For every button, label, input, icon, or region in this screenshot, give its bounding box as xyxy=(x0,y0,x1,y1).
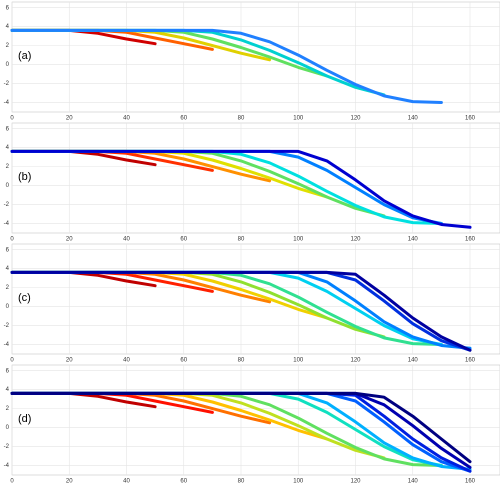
x-tick-label: 80 xyxy=(238,479,245,485)
x-tick-label: 60 xyxy=(180,237,187,243)
y-tick-label: -4 xyxy=(4,463,10,469)
y-tick-label: -4 xyxy=(4,100,10,106)
x-tick-label: 0 xyxy=(10,116,14,122)
x-tick-label: 120 xyxy=(350,237,361,243)
x-tick-label: 60 xyxy=(180,358,187,364)
y-tick-label: -2 xyxy=(4,202,10,208)
x-tick-label: 140 xyxy=(408,237,419,243)
y-tick-label: 6 xyxy=(6,126,10,132)
curve xyxy=(10,149,472,229)
x-tick-label: 140 xyxy=(408,116,419,122)
y-tick-label: 2 xyxy=(6,164,10,170)
x-tick-label: 120 xyxy=(350,479,361,485)
y-tick-label: -2 xyxy=(4,444,10,450)
y-tick-label: 4 xyxy=(6,266,10,272)
x-tick-label: 60 xyxy=(180,116,187,122)
x-tick-label: 60 xyxy=(180,479,187,485)
x-tick-label: 80 xyxy=(238,237,245,243)
y-tick-label: 0 xyxy=(6,304,10,310)
panel-label: (a) xyxy=(18,50,31,62)
y-tick-label: 6 xyxy=(6,247,10,253)
y-tick-label: 4 xyxy=(6,387,10,393)
x-tick-label: 0 xyxy=(10,358,14,364)
y-tick-label: 2 xyxy=(6,285,10,291)
x-tick-label: 100 xyxy=(293,116,304,122)
y-tick-label: 4 xyxy=(6,145,10,151)
x-tick-label: 80 xyxy=(238,358,245,364)
y-tick-label: 4 xyxy=(6,24,10,30)
x-tick-label: 40 xyxy=(123,479,130,485)
x-tick-label: 40 xyxy=(123,116,130,122)
x-tick-label: 20 xyxy=(66,116,73,122)
x-tick-label: 160 xyxy=(465,237,476,243)
x-tick-label: 140 xyxy=(408,358,419,364)
x-tick-label: 20 xyxy=(66,358,73,364)
x-tick-label: 120 xyxy=(350,116,361,122)
x-tick-label: 160 xyxy=(465,479,476,485)
panel: -4-20246020406080100120140160180(a) xyxy=(4,1,500,122)
x-tick-label: 100 xyxy=(293,237,304,243)
panel-label: (d) xyxy=(18,413,31,425)
x-tick-label: 140 xyxy=(408,479,419,485)
y-tick-label: 0 xyxy=(6,62,10,68)
x-tick-label: 0 xyxy=(10,479,14,485)
curve xyxy=(10,391,472,464)
curve xyxy=(10,28,443,104)
y-tick-label: 6 xyxy=(6,368,10,374)
y-tick-label: 0 xyxy=(6,183,10,189)
x-tick-label: 100 xyxy=(293,479,304,485)
x-tick-label: 20 xyxy=(66,237,73,243)
y-tick-label: 2 xyxy=(6,43,10,49)
x-tick-label: 80 xyxy=(238,116,245,122)
x-tick-label: 40 xyxy=(123,358,130,364)
y-tick-label: -4 xyxy=(4,342,10,348)
y-tick-label: -2 xyxy=(4,323,10,329)
curve xyxy=(10,270,472,352)
y-tick-label: 6 xyxy=(6,5,10,11)
y-tick-label: -4 xyxy=(4,221,10,227)
x-tick-label: 160 xyxy=(465,116,476,122)
x-tick-label: 40 xyxy=(123,237,130,243)
panel: -4-20246020406080100120140160180(c) xyxy=(4,243,500,364)
panel: -4-20246020406080100120140160180(d) xyxy=(4,364,500,485)
x-tick-label: 0 xyxy=(10,237,14,243)
x-tick-label: 20 xyxy=(66,479,73,485)
y-tick-label: 2 xyxy=(6,406,10,412)
panel-label: (b) xyxy=(18,171,31,183)
y-tick-label: 0 xyxy=(6,425,10,431)
y-tick-label: -2 xyxy=(4,81,10,87)
x-tick-label: 100 xyxy=(293,358,304,364)
panel-label: (c) xyxy=(18,292,31,304)
panel: -4-20246020406080100120140160180(b) xyxy=(4,122,500,243)
x-tick-label: 160 xyxy=(465,358,476,364)
x-tick-label: 120 xyxy=(350,358,361,364)
